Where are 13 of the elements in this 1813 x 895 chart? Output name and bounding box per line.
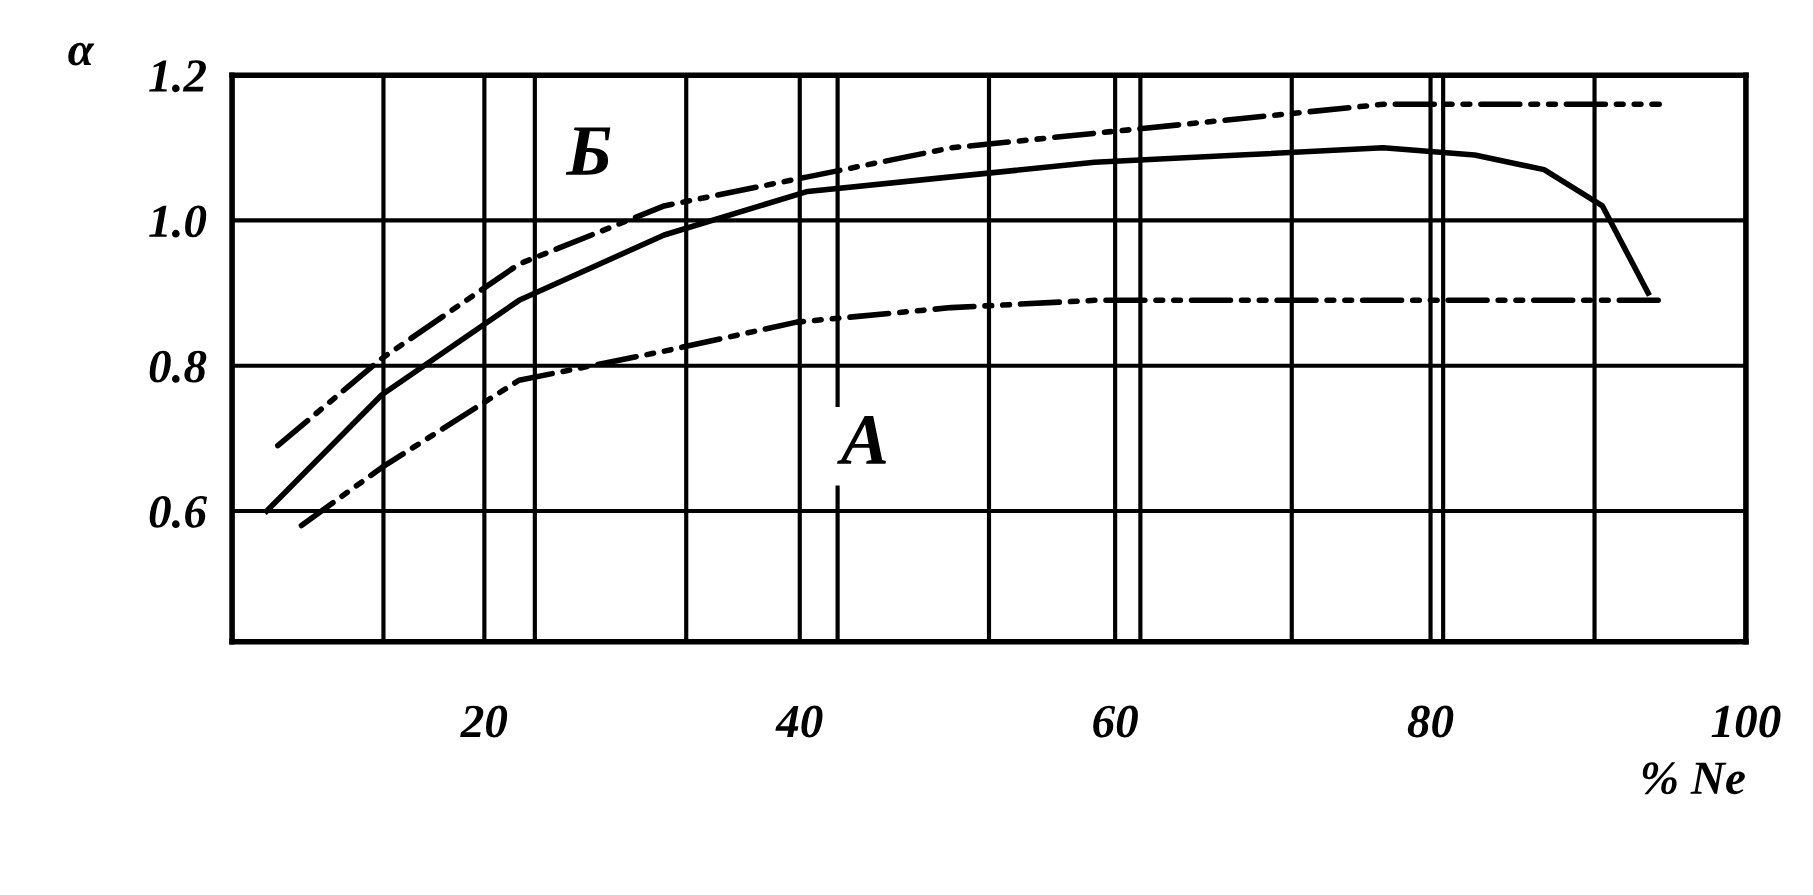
y-tick-label: 1.2 [149, 60, 206, 93]
y-tick-label: 1.0 [149, 205, 207, 238]
x-axis-title: % Ne [1642, 762, 1745, 795]
annotation: А [837, 415, 886, 464]
y-tick-label: 0.8 [149, 350, 207, 383]
x-tick-label: 100 [1711, 705, 1781, 738]
x-tick-label: 20 [460, 705, 508, 738]
x-tick-label: 60 [1093, 705, 1138, 738]
x-tick-label: 40 [775, 705, 823, 738]
annotation: Б [565, 127, 611, 175]
y-tick-label: 0.6 [149, 495, 208, 529]
x-tick-label: 80 [1407, 705, 1454, 738]
y-axis-title: α [68, 42, 95, 66]
